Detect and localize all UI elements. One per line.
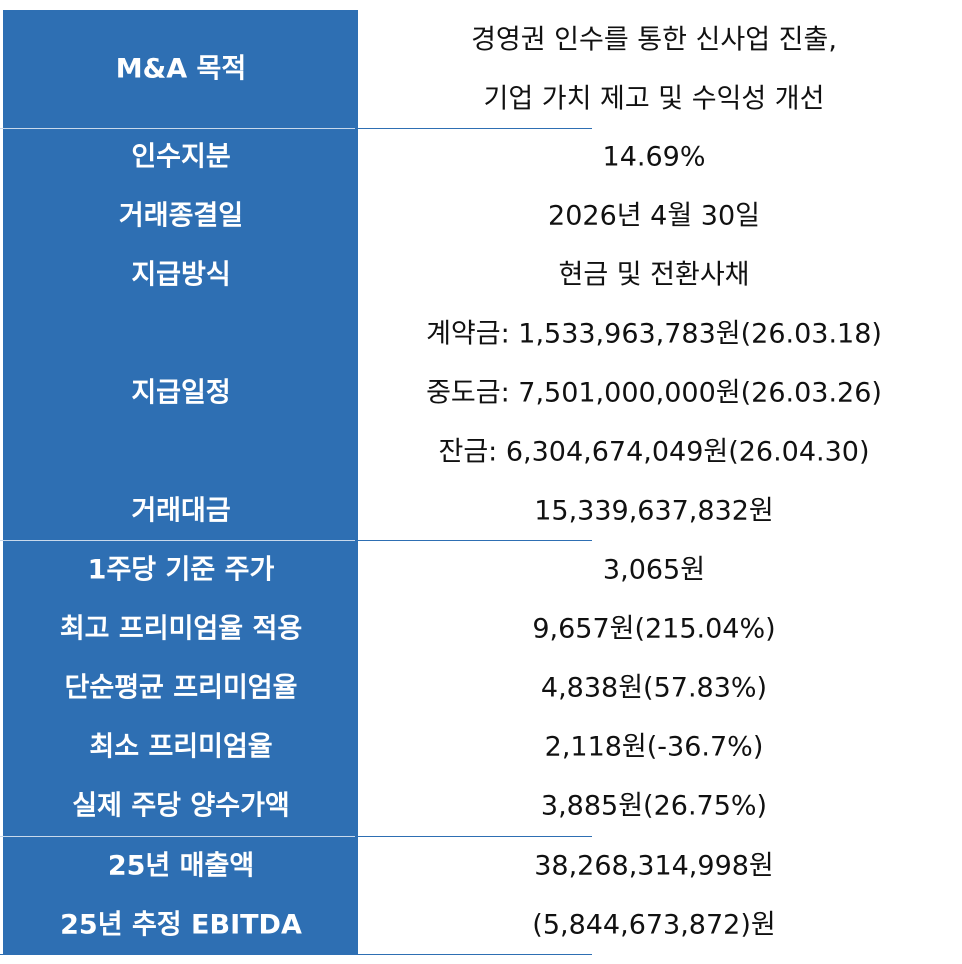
value-cell: 2026년 4월 30일 <box>548 200 760 232</box>
value-cell: (5,844,673,872)원 <box>532 909 776 940</box>
label-column <box>3 10 358 954</box>
value-cell: 9,657원(215.04%) <box>532 613 776 645</box>
label-cell: 지급방식 <box>131 259 231 291</box>
label-cell: 최소 프리미엄율 <box>89 731 273 763</box>
label-cell: 거래종결일 <box>118 200 244 232</box>
label-cell: 인수지분 <box>131 141 231 173</box>
value-cell: 잔금: 6,304,674,049원(26.04.30) <box>438 436 870 468</box>
value-cell: 15,339,637,832원 <box>534 495 774 527</box>
value-cell: 38,268,314,998원 <box>534 850 774 881</box>
value-cell: 4,838원(57.83%) <box>540 672 768 704</box>
label-cell: 실제 주당 양수가액 <box>72 790 290 822</box>
row-separator <box>0 128 355 129</box>
value-cell: 2,118원(-36.7%) <box>544 731 764 763</box>
label-cell: 1주당 기준 주가 <box>87 554 275 586</box>
label-cell: 지급일정 <box>131 377 231 409</box>
value-cell: 3,885원(26.75%) <box>540 790 768 822</box>
value-cell: 14.69% <box>602 141 706 173</box>
label-cell: 단순평균 프리미엄율 <box>64 672 298 704</box>
value-cell: 기업 가치 제고 및 수익성 개선 <box>483 83 825 114</box>
value-cell: 경영권 인수를 통한 신사업 진출, <box>471 24 837 55</box>
row-separator <box>0 836 355 837</box>
row-separator <box>0 954 592 955</box>
label-cell: 25년 추정 EBITDA <box>60 909 302 940</box>
label-cell: 거래대금 <box>131 495 231 527</box>
value-cell: 중도금: 7,501,000,000원(26.03.26) <box>426 377 882 409</box>
value-cell: 현금 및 전환사채 <box>558 259 750 291</box>
label-cell: M&A 목적 <box>115 53 247 85</box>
value-cell: 계약금: 1,533,963,783원(26.03.18) <box>426 318 882 350</box>
value-cell: 3,065원 <box>602 554 706 586</box>
row-separator <box>0 540 355 541</box>
label-cell: 25년 매출액 <box>107 850 255 881</box>
label-cell: 최고 프리미엄율 적용 <box>59 613 303 645</box>
